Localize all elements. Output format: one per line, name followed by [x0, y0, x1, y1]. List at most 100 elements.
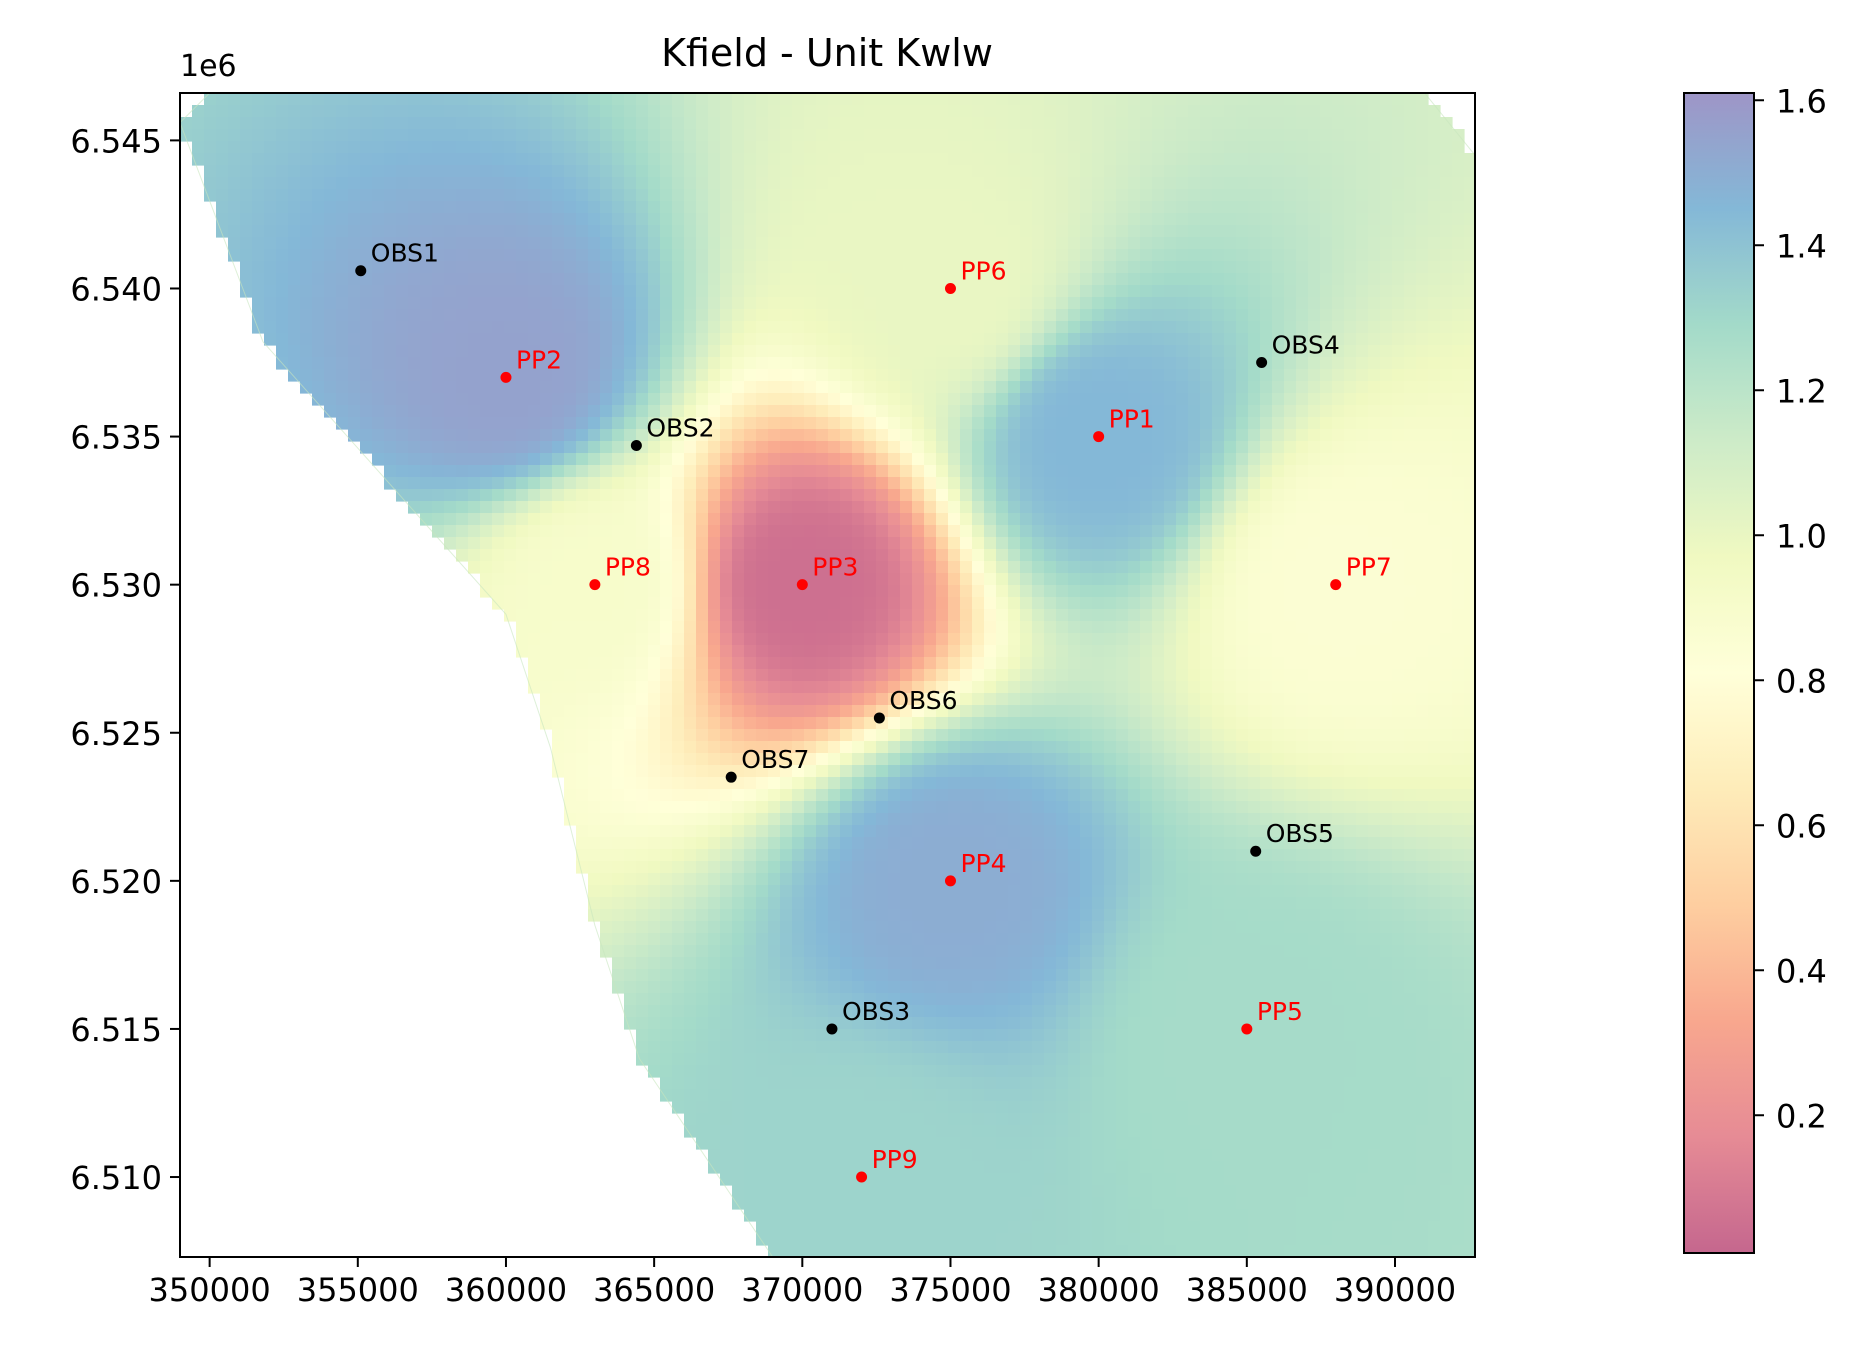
field-cell [420, 189, 433, 202]
field-cell [312, 309, 325, 322]
field-cell [204, 153, 217, 166]
field-cell [1080, 129, 1093, 142]
field-cell [936, 321, 949, 334]
field-cell [756, 1089, 769, 1102]
field-cell [480, 249, 493, 262]
field-cell [696, 177, 709, 190]
field-cell [816, 897, 829, 910]
field-cell [672, 225, 685, 238]
field-cell [996, 813, 1009, 826]
field-cell [252, 177, 265, 190]
field-cell [864, 525, 877, 538]
field-cell [720, 993, 733, 1006]
field-cell [552, 441, 565, 454]
field-cell [600, 441, 613, 454]
field-cell [828, 105, 841, 118]
field-cell [948, 549, 961, 562]
field-cell [1020, 1125, 1033, 1138]
field-cell [720, 561, 733, 574]
field-cell [888, 921, 901, 934]
field-cell [936, 1197, 949, 1210]
field-cell [660, 297, 673, 310]
field-cell [1056, 1125, 1069, 1138]
field-cell [732, 573, 745, 586]
field-cell [960, 1161, 973, 1174]
field-cell [588, 669, 601, 682]
field-cell [468, 357, 481, 370]
field-cell [636, 393, 649, 406]
field-cell [924, 957, 937, 970]
field-cell [624, 93, 637, 106]
field-cell [228, 165, 241, 178]
field-cell [252, 153, 265, 166]
field-cell [900, 1137, 913, 1150]
field-cell [768, 1005, 781, 1018]
field-cell [780, 597, 793, 610]
field-cell [768, 1161, 781, 1174]
field-cell [912, 993, 925, 1006]
field-cell [924, 681, 937, 694]
field-cell [600, 621, 613, 634]
field-cell [216, 189, 229, 202]
field-cell [900, 213, 913, 226]
field-cell [912, 1017, 925, 1030]
field-cell [432, 369, 445, 382]
field-cell [552, 693, 565, 706]
field-cell [840, 1185, 853, 1198]
field-cell [504, 165, 517, 178]
field-cell [756, 765, 769, 778]
field-cell [588, 717, 601, 730]
field-cell [624, 933, 637, 946]
field-cell [456, 201, 469, 214]
field-cell [828, 201, 841, 214]
field-cell [720, 885, 733, 898]
field-cell [576, 549, 589, 562]
field-cell [540, 273, 553, 286]
field-cell [996, 1053, 1009, 1066]
field-cell [552, 177, 565, 190]
field-cell [444, 321, 457, 334]
field-cell [252, 93, 265, 106]
field-cell [1020, 189, 1033, 202]
field-cell [552, 573, 565, 586]
field-cell [996, 477, 1009, 490]
field-cell [264, 285, 277, 298]
field-cell [792, 153, 805, 166]
field-cell [924, 513, 937, 526]
field-cell [1044, 933, 1057, 946]
field-cell [216, 213, 229, 226]
field-cell [972, 1101, 985, 1114]
field-cell [804, 1221, 817, 1234]
field-cell [900, 825, 913, 838]
field-cell [708, 261, 721, 274]
field-cell [828, 177, 841, 190]
field-cell [420, 117, 433, 130]
field-cell [984, 861, 997, 874]
field-cell [744, 297, 757, 310]
field-cell [816, 1233, 829, 1246]
field-cell [720, 537, 733, 550]
field-cell [744, 717, 757, 730]
field-cell [912, 225, 925, 238]
field-cell [372, 417, 385, 430]
field-cell [1056, 1077, 1069, 1090]
field-cell [1068, 669, 1081, 682]
field-cell [1044, 561, 1057, 574]
field-cell [984, 705, 997, 718]
field-cell [876, 525, 889, 538]
field-cell [384, 381, 397, 394]
field-cell [972, 849, 985, 862]
field-cell [1080, 693, 1093, 706]
field-cell [912, 921, 925, 934]
field-cell [1020, 417, 1033, 430]
field-cell [744, 1077, 757, 1090]
field-cell [324, 165, 337, 178]
field-cell [828, 777, 841, 790]
field-cell [936, 189, 949, 202]
field-cell [996, 225, 1009, 238]
field-cell [504, 393, 517, 406]
field-cell [984, 633, 997, 646]
field-cell [804, 477, 817, 490]
field-cell [876, 969, 889, 982]
field-cell [612, 957, 625, 970]
